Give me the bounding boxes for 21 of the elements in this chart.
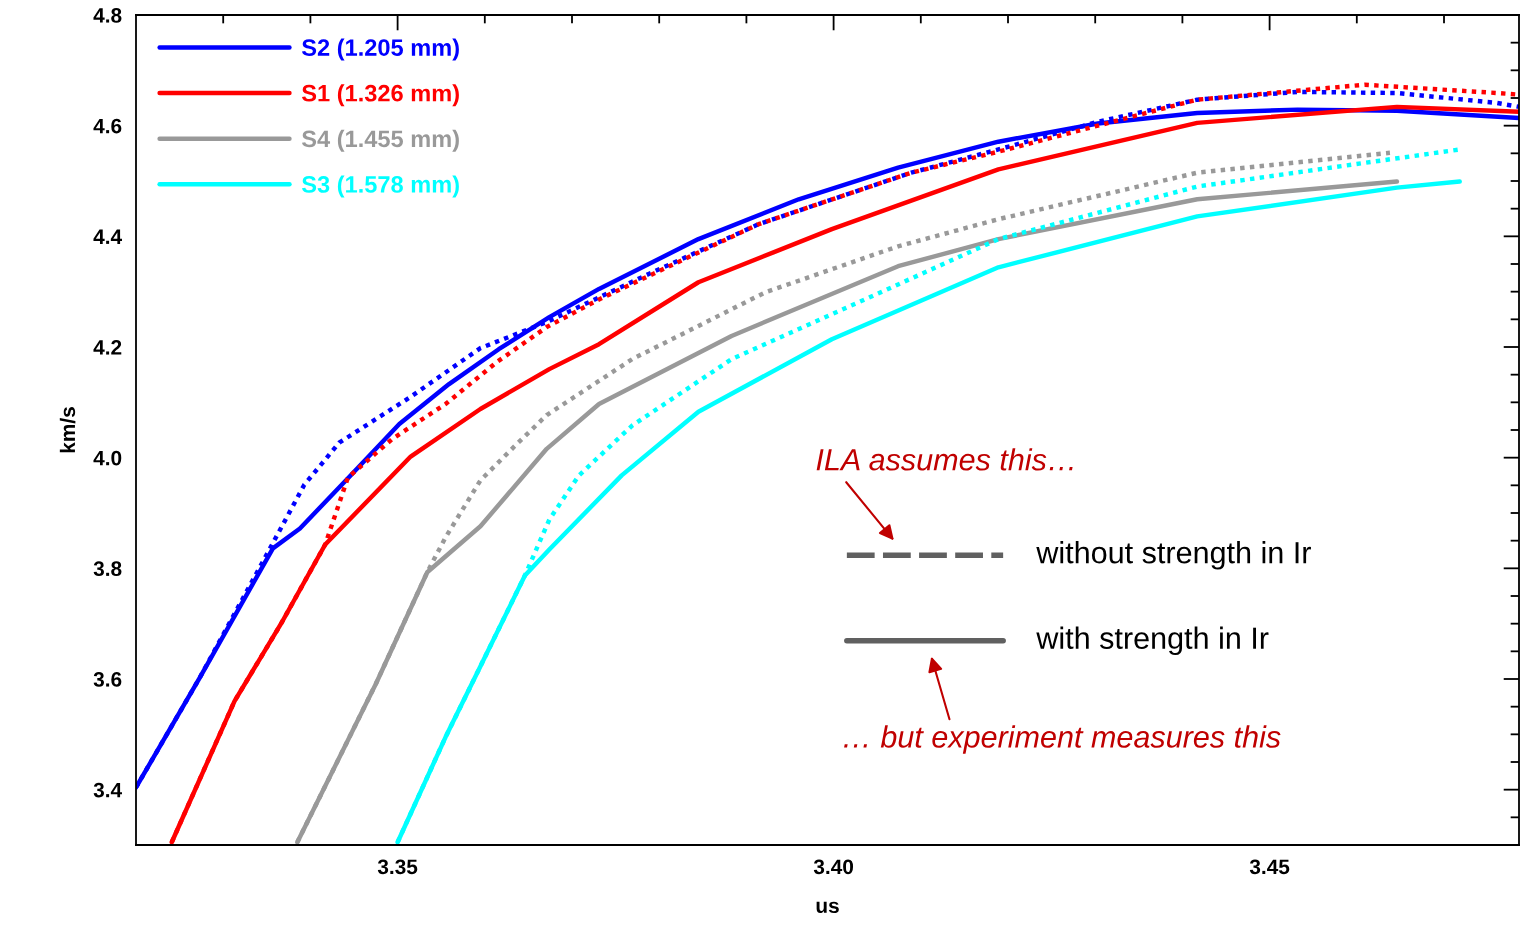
y-tick-label: 3.6 xyxy=(93,672,122,687)
text: S4 (1.455 mm) xyxy=(301,129,459,152)
y-tick-label: 3.8 xyxy=(93,561,122,577)
y-tick-label: 4.4 xyxy=(93,229,122,244)
x-tick-label: 3.35 xyxy=(377,859,418,875)
y-axis-title: km/s xyxy=(59,407,76,453)
annotation: … but experiment measures this xyxy=(844,725,1281,754)
y-tick-label: 3.4 xyxy=(93,782,122,798)
y-tick-label: 4.2 xyxy=(93,340,122,355)
text: S3 (1.578 mm) xyxy=(301,175,459,198)
annotation: ILA assumes this… xyxy=(816,448,1073,471)
y-tick-label: 4.6 xyxy=(93,118,122,134)
x-tick-label: 3.40 xyxy=(813,859,854,875)
text: S1 (1.326 mm) xyxy=(301,84,459,107)
annotation: without strength in Ir xyxy=(1036,541,1311,570)
text: S2 (1.205 mm) xyxy=(301,38,459,61)
x-axis-title: us xyxy=(816,901,839,914)
x-tick-label: 3.45 xyxy=(1249,859,1290,875)
y-tick-label: 4.0 xyxy=(93,450,122,466)
annotation: with strength in Ir xyxy=(1036,626,1269,656)
y-tick-label: 4.8 xyxy=(93,8,122,23)
